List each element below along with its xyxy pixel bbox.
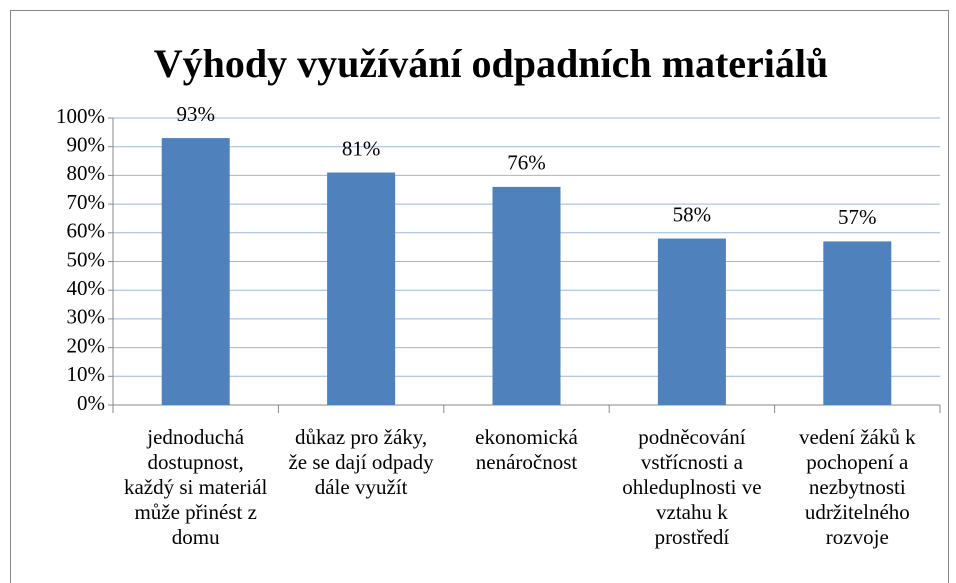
data-label: 76% xyxy=(507,151,546,175)
bar xyxy=(823,241,892,405)
y-tick-label: 50% xyxy=(67,247,106,271)
y-tick-label: 30% xyxy=(67,305,106,329)
x-tick-label: vedení žáků k pochopení a nezbytnosti ud… xyxy=(798,425,916,549)
y-tick-label: 100% xyxy=(56,104,105,128)
chart-title: Výhody využívání odpadních materiálů xyxy=(154,41,829,86)
y-tick-label: 70% xyxy=(67,190,106,214)
x-tick-label: podněcování vstřícnosti a ohleduplnosti … xyxy=(622,425,762,549)
x-tick-label: jednoduchá dostupnost, každý si materiál… xyxy=(123,425,268,549)
x-tick-label: ekonomická nenáročnost xyxy=(475,425,578,474)
y-tick-label: 80% xyxy=(67,161,106,185)
data-label: 57% xyxy=(838,205,877,229)
data-label: 93% xyxy=(176,102,215,126)
y-tick-label: 0% xyxy=(77,391,105,415)
y-tick-label: 60% xyxy=(67,219,106,243)
y-tick-label: 40% xyxy=(67,276,106,300)
bar xyxy=(161,138,230,405)
y-tick-label: 90% xyxy=(67,133,106,157)
bar xyxy=(492,186,561,405)
x-tick-label: důkaz pro žáky, že se dají odpady dále v… xyxy=(288,425,434,499)
y-tick-label: 10% xyxy=(67,362,106,386)
bar xyxy=(327,172,396,405)
y-tick-label: 20% xyxy=(67,333,106,357)
bar xyxy=(657,238,726,405)
data-label: 81% xyxy=(342,136,381,160)
data-label: 58% xyxy=(673,202,712,226)
